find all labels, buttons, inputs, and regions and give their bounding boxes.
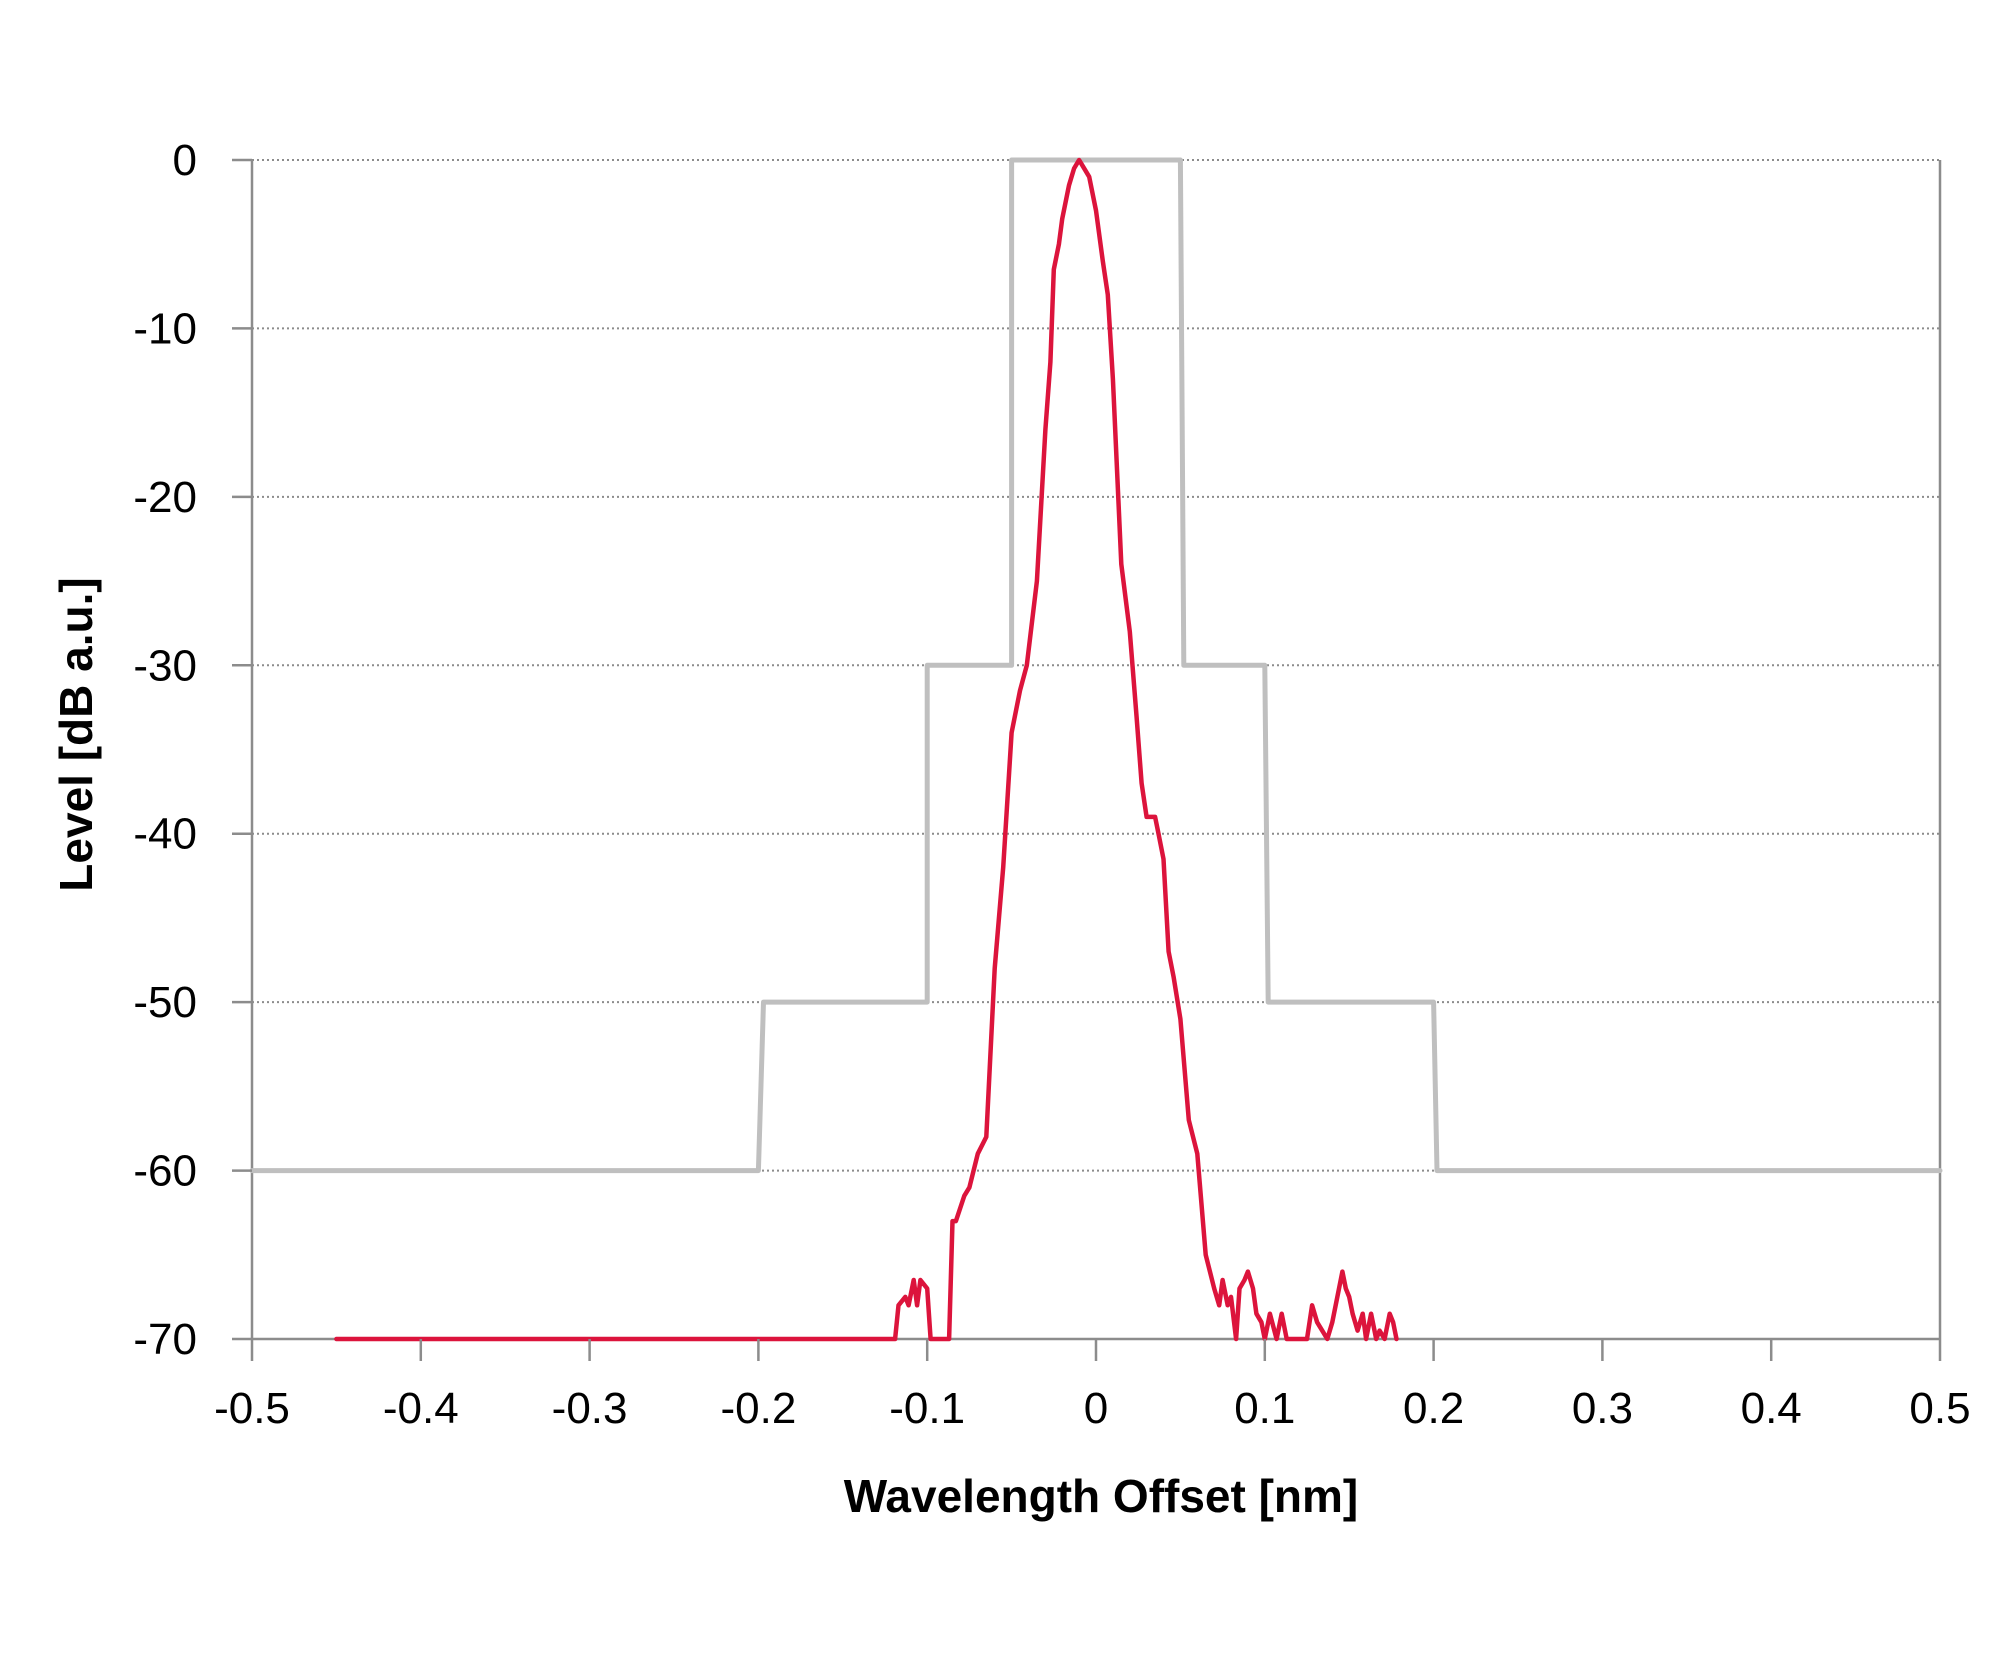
y-tick-label: -20 bbox=[133, 473, 197, 522]
x-tick-label: -0.2 bbox=[720, 1384, 796, 1433]
y-tick-label: 0 bbox=[173, 136, 197, 185]
plot-area-frame bbox=[250, 160, 1942, 1341]
y-tick-label: -40 bbox=[133, 810, 197, 859]
x-tick-label: 0.1 bbox=[1234, 1384, 1295, 1433]
series-layer bbox=[249, 157, 1943, 1342]
x-tick-label: 0 bbox=[1084, 1384, 1108, 1433]
x-tick-label: 0.3 bbox=[1572, 1384, 1633, 1433]
x-tick-label: -0.5 bbox=[214, 1384, 290, 1433]
y-axis-ticks: 0 -10 -20 -30 -40 -50 -60 -70 bbox=[133, 136, 252, 1364]
y-tick-label: -10 bbox=[133, 304, 197, 353]
x-axis-title: Wavelength Offset [nm] bbox=[844, 1470, 1359, 1522]
y-axis-title: Level [dB a.u.] bbox=[50, 577, 102, 891]
x-tick-label: -0.1 bbox=[889, 1384, 965, 1433]
series-line-mask bbox=[249, 157, 1943, 1174]
x-tick-label: -0.3 bbox=[552, 1384, 628, 1433]
y-tick-label: -50 bbox=[133, 978, 197, 1027]
y-tick-label: -60 bbox=[133, 1147, 197, 1196]
x-tick-label: 0.4 bbox=[1741, 1384, 1802, 1433]
x-tick-label: 0.2 bbox=[1403, 1384, 1464, 1433]
y-tick-label: -30 bbox=[133, 641, 197, 690]
series-line-spectrum bbox=[334, 157, 1399, 1342]
x-axis-ticks: -0.5 -0.4 -0.3 -0.2 -0.1 0 0.1 0.2 0.3 0.4 0.5 bbox=[214, 1339, 1971, 1433]
x-tick-label: -0.4 bbox=[383, 1384, 459, 1433]
y-tick-label: -70 bbox=[133, 1315, 197, 1364]
x-tick-label: 0.5 bbox=[1909, 1384, 1970, 1433]
grid-lines bbox=[252, 159, 1940, 1172]
